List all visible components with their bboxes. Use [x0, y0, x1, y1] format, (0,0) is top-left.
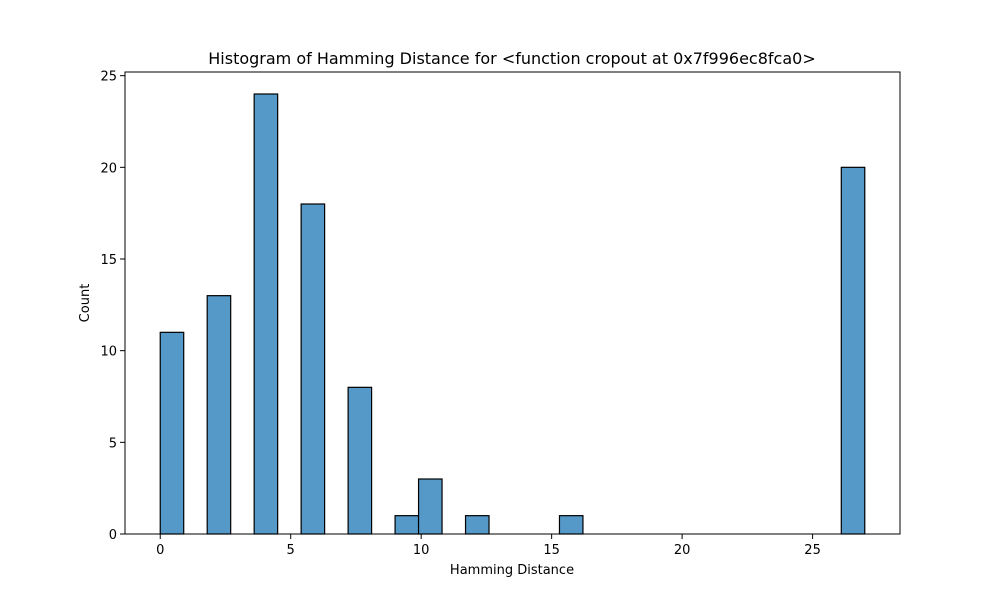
histogram-bar — [253, 93, 279, 535]
y-axis-ticks: 0 5 10 15 20 25 — [100, 70, 125, 543]
x-tick-label: 10 — [413, 543, 430, 558]
y-tick-label: 0 — [109, 528, 117, 543]
y-tick-label: 25 — [100, 70, 117, 85]
histogram-bar — [206, 295, 232, 535]
x-tick-label: 25 — [804, 543, 821, 558]
histogram-bar — [159, 331, 185, 535]
x-tick-label: 5 — [287, 543, 295, 558]
y-tick-label: 10 — [100, 345, 117, 360]
histogram-bar — [347, 386, 373, 535]
x-tick-label: 20 — [674, 543, 691, 558]
x-axis-label: Hamming Distance — [450, 563, 574, 578]
histogram-bar — [464, 515, 490, 535]
chart-title: Histogram of Hamming Distance for <funct… — [208, 49, 815, 68]
y-tick-label: 5 — [109, 436, 117, 451]
plot-frame — [124, 71, 901, 535]
histogram-bar — [394, 515, 420, 535]
histogram-bar — [840, 166, 866, 535]
bars-group — [159, 93, 866, 535]
y-axis-label: Count — [78, 284, 93, 323]
x-tick-label: 15 — [543, 543, 560, 558]
x-axis-ticks: 0 5 10 15 20 25 — [156, 534, 821, 558]
y-tick-label: 20 — [100, 161, 117, 176]
y-tick-label: 15 — [100, 253, 117, 268]
histogram-bar — [417, 478, 443, 535]
histogram-bar — [558, 515, 584, 535]
histogram-bar — [300, 203, 326, 535]
x-tick-label: 0 — [156, 543, 164, 558]
